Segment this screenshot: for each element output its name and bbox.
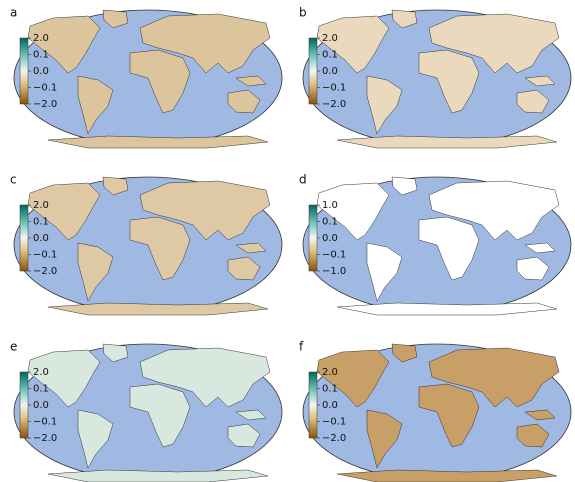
colorbar-tick-label: 1.0 [322, 200, 338, 211]
colorbar-tick-label: 0.1 [322, 50, 338, 61]
colorbar-tick-label: 0.0 [322, 233, 338, 244]
colorbar-tick-label: −0.1 [322, 250, 346, 261]
panel-label: f [299, 340, 304, 354]
panel-label: e [10, 340, 17, 354]
panel-label: c [10, 173, 17, 187]
colorbar-tick-label: 0.1 [33, 384, 49, 395]
colorbar [308, 37, 318, 105]
colorbar-tick-label: 0.0 [322, 66, 338, 77]
colorbar [19, 204, 29, 272]
colorbar-tick-label: 0.1 [33, 217, 49, 228]
colorbar [19, 371, 29, 439]
map-panel: a 2.0 0.1 0.0 −0.1 −2.0 [10, 6, 283, 149]
colorbar-tick-label: 0.0 [33, 233, 49, 244]
colorbar-tick-label: 2.0 [322, 33, 338, 44]
colorbar-tick-label: 0.1 [322, 384, 338, 395]
colorbar-tick-label: 2.0 [33, 200, 49, 211]
map-panel: f 2.0 0.1 0.0 −0.1 −2.0 [299, 340, 572, 482]
map-panel: b 2.0 0.1 0.0 −0.1 −2.0 [299, 6, 572, 149]
colorbar-tick-label: 0.0 [33, 400, 49, 411]
colorbar [308, 204, 318, 272]
map-panel: d 1.0 0.1 0.0 −0.1 −1.0 [299, 173, 572, 316]
colorbar-tick-label: 2.0 [322, 367, 338, 378]
colorbar-tick-label: −0.1 [33, 83, 57, 94]
colorbar-tick-label: −1.0 [322, 266, 346, 277]
colorbar-tick-label: −2.0 [33, 99, 57, 110]
colorbar [19, 37, 29, 105]
colorbar-tick-label: −0.1 [33, 250, 57, 261]
map-panel: c 2.0 0.1 0.0 −0.1 −2.0 [10, 173, 283, 316]
colorbar-tick-label: −0.1 [322, 83, 346, 94]
colorbar [308, 371, 318, 439]
map-panel: e 2.0 0.1 0.0 −0.1 −2.0 [10, 340, 283, 482]
colorbar-tick-label: 0.1 [322, 217, 338, 228]
colorbar-tick-label: −2.0 [33, 433, 57, 444]
panel-label: a [10, 6, 17, 20]
colorbar-tick-label: −2.0 [33, 266, 57, 277]
colorbar-tick-label: −2.0 [322, 99, 346, 110]
panel-label: b [299, 6, 307, 20]
panel-label: d [299, 173, 307, 187]
colorbar-tick-label: 2.0 [33, 33, 49, 44]
colorbar-tick-label: −0.1 [33, 417, 57, 428]
colorbar-tick-label: −2.0 [322, 433, 346, 444]
colorbar-tick-label: −0.1 [322, 417, 346, 428]
colorbar-tick-label: 0.1 [33, 50, 49, 61]
colorbar-tick-label: 0.0 [33, 66, 49, 77]
colorbar-tick-label: 2.0 [33, 367, 49, 378]
colorbar-tick-label: 0.0 [322, 400, 338, 411]
